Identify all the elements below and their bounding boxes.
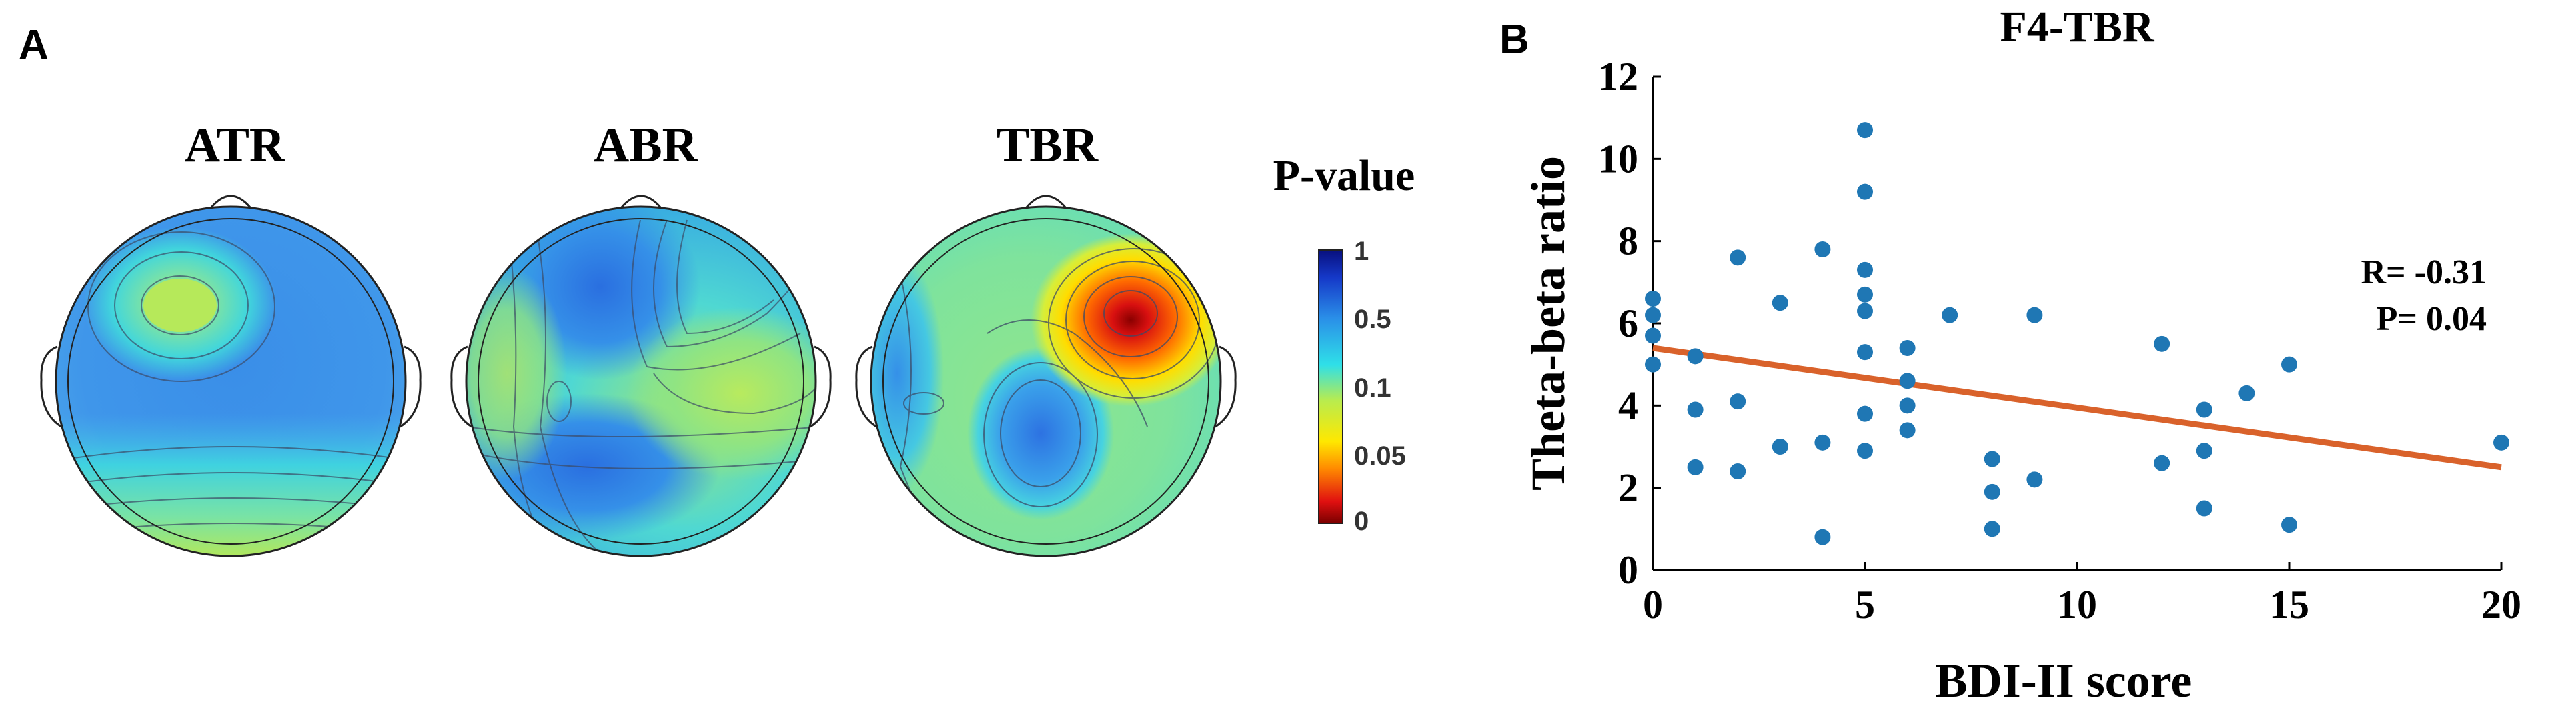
scatter-point [1857,303,1873,319]
scatter-point [2154,455,2170,471]
colorbar-tick-label: 1 [1354,237,1369,266]
scatter-point [1857,261,1873,278]
y-tick-label: 10 [1598,137,1638,181]
y-tick-label: 6 [1618,301,1638,345]
ticks: 0 2 4 6 8 10 12 0 5 10 15 20 [1598,55,2521,627]
scatter-point [1730,393,1746,410]
scatter-point [1772,295,1788,311]
scatter-point [1899,397,1916,414]
y-tick-label: 2 [1618,466,1638,510]
topomap-abr-title: ABR [594,118,699,173]
topomap-tbr: TBR [855,118,1237,557]
scatter-point [2281,517,2297,533]
colorbar-tick-label: 0.1 [1354,373,1391,403]
scatter-point [1857,405,1873,422]
x-tick-label: 15 [2269,583,2309,627]
scatter-point [1899,422,1916,439]
topomap-tbr-surface [871,207,1221,556]
scatter-point [1984,521,2000,537]
scatter-point [2196,500,2212,517]
y-tick-label: 4 [1618,383,1638,427]
x-tick-label: 0 [1643,583,1663,627]
scatter-point [2196,401,2212,418]
scatter-point [2026,307,2043,323]
y-tick-label: 12 [1598,55,1638,99]
colorbar-tick-label: 0 [1354,507,1369,536]
topomap-atr-surface [56,207,406,556]
scatter-point [1645,291,1661,307]
topomap-atr: ATR [40,118,422,557]
scatter-point [1857,183,1873,200]
scatter-point [1857,122,1873,139]
x-axis-label: BDI-II score [1936,654,2192,707]
panel-a-letter: A [19,22,49,68]
scatter-point [1687,401,1704,418]
scatter-point [1730,463,1746,479]
fit-line [1652,345,2502,471]
scatter-point [1942,307,1958,323]
scatter-point [2238,385,2255,401]
topomap-atr-title: ATR [185,118,286,173]
scatter-point [1814,529,1831,545]
scatter-point [1857,443,1873,459]
scatter-point [2281,356,2297,373]
axes [1652,77,2501,571]
topomap-atr-head-outline [40,195,422,557]
x-tick-label: 5 [1855,583,1875,627]
correlation-p: P= 0.04 [2377,300,2487,338]
scatter-point [1687,348,1704,365]
topomap-abr-head-outline [450,195,832,557]
scatter-chart: F4-TBR Theta-beta ratio BDI-II score 0 2 4… [1521,3,2521,707]
colorbar-tick-label: 0.5 [1354,305,1391,334]
scatter-point [1645,356,1661,373]
colorbar-tick-label: 0.05 [1354,441,1406,471]
scatter-point [2026,471,2043,488]
scatter-point [1814,241,1831,257]
scatter-point [2196,443,2212,459]
y-tick-label: 0 [1618,548,1638,592]
x-tick-label: 10 [2057,583,2097,627]
colorbar-title: P-value [1273,151,1415,200]
scatter-point [1645,307,1661,323]
correlation-r: R= -0.31 [2361,253,2487,291]
scatter-point [1857,286,1873,303]
y-axis-label: Theta-beta ratio [1521,156,1575,491]
topomap-abr-surface [466,207,816,556]
topomap-abr: ABR [450,118,832,557]
colorbar: P-value 1 0.5 0.1 0.05 0 [1273,151,1415,536]
scatter-point [2493,434,2509,451]
scatter-point [1984,451,2000,467]
scatter-point [1687,459,1704,475]
scatter-point [1984,483,2000,500]
y-tick-label: 8 [1618,219,1638,263]
data-points [1645,122,2509,545]
x-tick-label: 20 [2481,583,2521,627]
topomap-tbr-title: TBR [997,118,1099,173]
scatter-point [1857,344,1873,361]
topomap-tbr-head-outline [855,195,1237,557]
scatter-point [1899,373,1916,389]
scatter-point [2154,335,2170,352]
scatter-point [1772,439,1788,455]
scatter-point [1814,434,1831,451]
scatter-point [1730,249,1746,266]
scatter-point [1645,327,1661,344]
chart-title: F4-TBR [2000,3,2155,51]
panel-b-letter: B [1499,17,1529,63]
scatter-point [1899,340,1916,356]
colorbar-gradient [1318,249,1343,524]
